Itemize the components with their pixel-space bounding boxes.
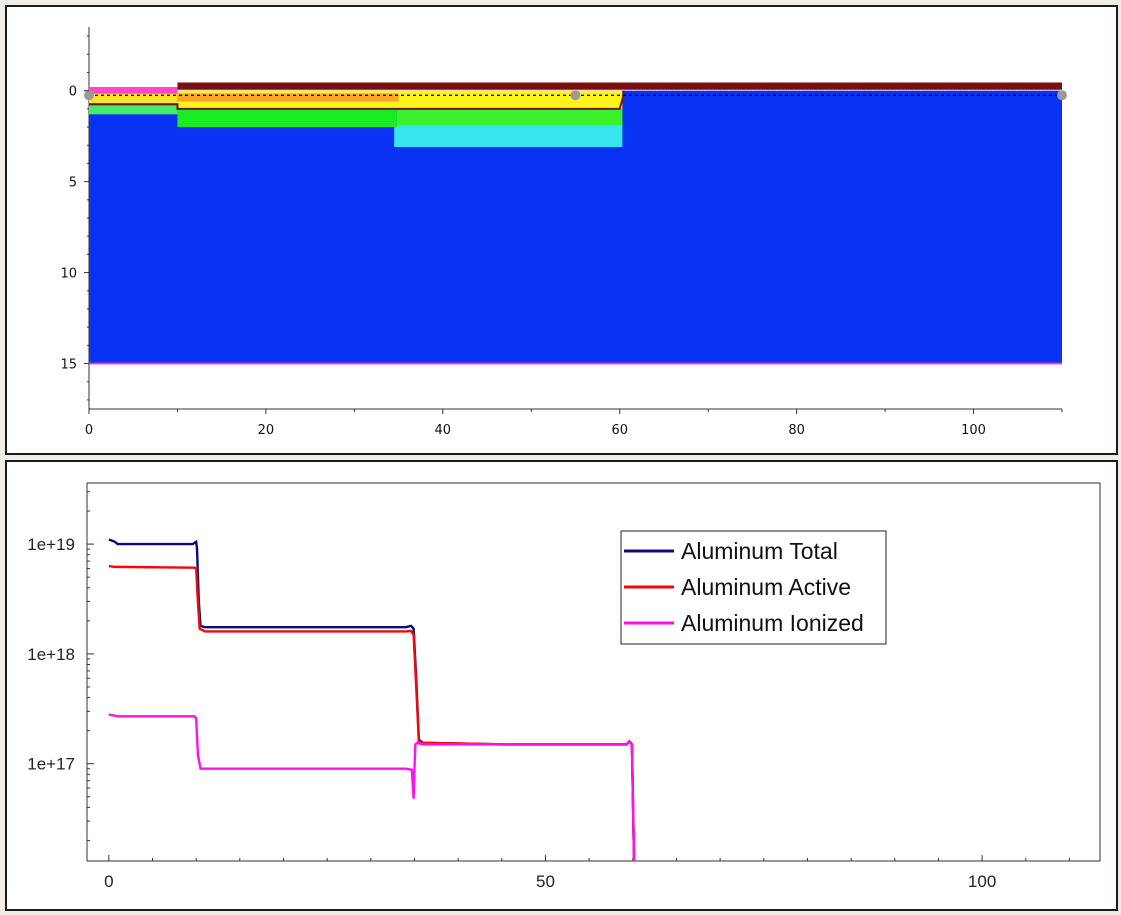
x-tick-label: 0 [104, 872, 113, 891]
legend-label-2: Aluminum Active [681, 574, 851, 600]
y-tick-label: 10 [60, 267, 77, 282]
y-tick-label: 1e+17 [27, 755, 75, 774]
region-yellow-left [89, 93, 178, 104]
top-chart-panel: 0 20 40 60 80 100 0 5 10 15 [5, 5, 1118, 455]
probe-marker-0 [84, 90, 94, 101]
legend-label-3: Aluminum Ionized [681, 610, 864, 636]
x-tick-label: 80 [788, 423, 805, 438]
x-tick-label: 100 [961, 423, 986, 438]
y-tick-label: 15 [60, 358, 77, 373]
x-tick-label: 40 [435, 423, 452, 438]
region-green-layer-left [177, 108, 397, 128]
series-line-2 [108, 564, 636, 862]
region-green-layer-right [396, 108, 623, 126]
region-orange-band [177, 93, 399, 102]
y-tick-label: 0 [69, 85, 77, 100]
legend: Aluminum Total Aluminum Active Aluminum Io… [620, 530, 887, 645]
series-line-3 [108, 713, 636, 862]
region-bottom-boundary [89, 362, 1062, 365]
probe-marker-1 [570, 90, 581, 101]
y-tick-label: 1e+19 [27, 535, 75, 554]
region-oxide-top [177, 82, 1063, 90]
probe-marker-2 [1057, 90, 1067, 101]
region-lightgreen-strip [89, 105, 178, 115]
doping-contour-plot: 0 20 40 60 80 100 0 5 10 15 [60, 27, 1067, 438]
series-line-1 [108, 538, 636, 862]
y-tick-label: 5 [69, 176, 77, 191]
y-tick-label: 1e+18 [27, 645, 75, 664]
x-tick-label: 50 [536, 872, 555, 891]
x-tick-label: 0 [85, 423, 93, 438]
region-pink-left [89, 87, 178, 94]
x-tick-label: 60 [611, 423, 628, 438]
x-tick-label: 100 [968, 872, 996, 891]
plot-frame [86, 482, 1101, 862]
region-cyan-layer [394, 121, 623, 148]
legend-label-1: Aluminum Total [681, 538, 838, 564]
bottom-chart-panel: 0 50 100 1e+17 1e+18 1e+19 Aluminum Total Alumi… [5, 460, 1118, 911]
x-tick-label: 20 [258, 423, 275, 438]
